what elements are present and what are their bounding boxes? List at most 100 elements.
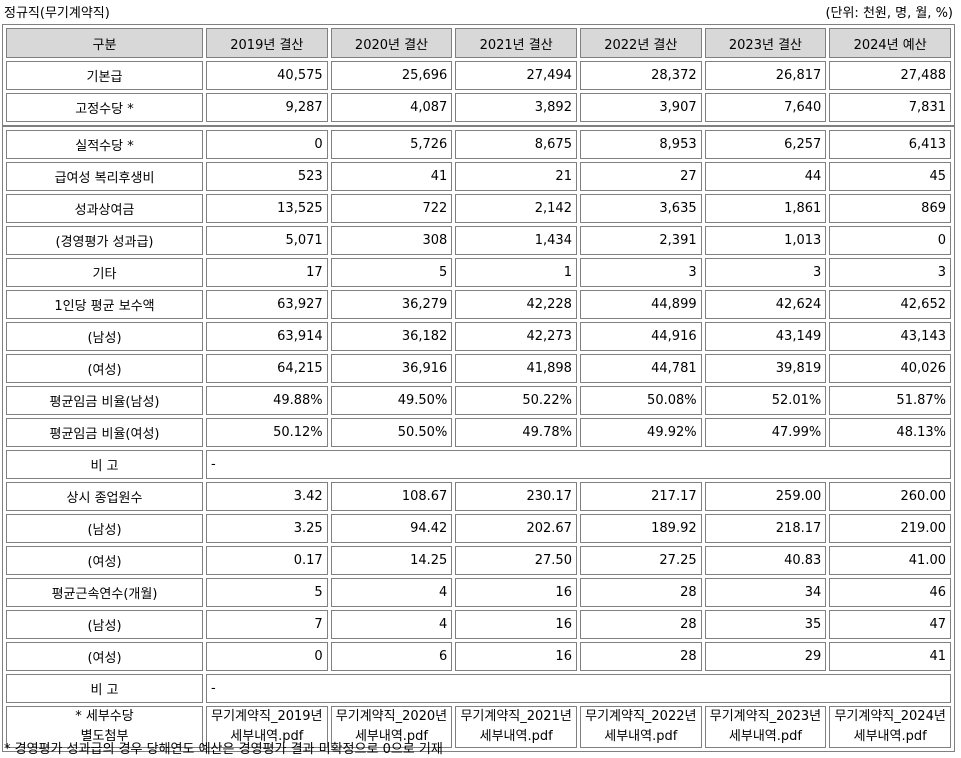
value-cell: 28 [579,578,702,607]
value-cell: 5,726 [330,130,453,159]
value-cell: 51.87% [829,386,951,415]
value-cell: 63,927 [206,290,328,319]
value-cell: 0 [206,642,328,671]
value-cell: 7 [206,610,328,639]
attachment-file-link[interactable]: 무기계약직_2023년 세부내역.pdf [704,706,827,748]
value-cell: 4 [330,610,453,639]
value-cell: 3,892 [455,93,577,122]
table-wrapper: 구분 2019년 결산 2020년 결산 2021년 결산 2022년 결산 2… [2,24,955,752]
header-cell: 2023년 결산 [704,28,827,58]
value-cell: 8,675 [455,130,577,159]
table-row: 실적수당 * 0 5,726 8,675 8,953 6,257 6,413 [6,130,951,159]
value-cell: 41 [330,162,453,191]
value-cell: 40,575 [206,61,328,90]
value-cell: 48.13% [829,418,951,447]
row-label: (여성) [6,354,203,383]
value-cell: 44,899 [579,290,702,319]
value-cell: 44,781 [579,354,702,383]
value-cell: 0 [829,226,951,255]
value-cell: 28,372 [579,61,702,90]
value-cell: 7,831 [829,93,951,122]
table-title: 정규직(무기계약직) [4,6,110,21]
value-cell: 39,819 [704,354,827,383]
value-cell: 3.42 [206,482,328,511]
value-cell: 260.00 [829,482,951,511]
file-name-line1: 무기계약직_2020년 [335,709,448,724]
value-cell: 108.67 [330,482,453,511]
value-cell: 5,071 [206,226,328,255]
row-label: 기타 [6,258,203,287]
remark-row: 비 고- [6,450,951,479]
value-cell: 27,494 [455,61,577,90]
row-label: 실적수당 * [6,130,203,159]
header-cell: 2020년 결산 [330,28,453,58]
value-cell: 0 [206,130,328,159]
value-cell: 3 [829,258,951,287]
value-cell: 28 [579,642,702,671]
value-cell: 36,916 [330,354,453,383]
value-cell: 50.08% [579,386,702,415]
value-cell: 9,287 [206,93,328,122]
value-cell: 13,525 [206,194,328,223]
value-cell: 45 [829,162,951,191]
value-cell: 42,273 [455,322,577,351]
value-cell: 28 [579,610,702,639]
value-cell: 5 [330,258,453,287]
value-cell: 47 [829,610,951,639]
value-cell: 3.25 [206,514,328,543]
summary-table-top: 구분 2019년 결산 2020년 결산 2021년 결산 2022년 결산 2… [2,24,955,126]
file-name-line2: 세부내역.pdf [230,729,304,744]
table-row: (남성) 63,914 36,182 42,273 44,916 43,149 43,143 [6,322,951,351]
value-cell: 202.67 [455,514,577,543]
attachment-label-line1: * 세부수당 [75,709,134,724]
value-cell: 27 [579,162,702,191]
table-row: 상시 종업원수 3.42 108.67 230.17 217.17 259.00 260.0… [6,482,951,511]
value-cell: 1,861 [704,194,827,223]
value-cell: 4,087 [330,93,453,122]
row-label: (여성) [6,642,203,671]
value-cell: 308 [330,226,453,255]
attachment-file-link[interactable]: 무기계약직_2024년 세부내역.pdf [829,706,951,748]
value-cell: 17 [206,258,328,287]
row-label: (남성) [6,514,203,543]
file-name-line2: 세부내역.pdf [354,729,429,744]
row-label: (남성) [6,610,203,639]
value-cell: 16 [455,610,577,639]
file-name-line1: 무기계약직_2019년 [211,709,323,724]
value-cell: 50.12% [206,418,328,447]
table-row: 기타 17 5 1 3 3 3 [6,258,951,287]
row-label: 평균임금 비율(남성) [6,386,203,415]
header-cell: 2021년 결산 [455,28,577,58]
value-cell: 36,182 [330,322,453,351]
value-cell: 49.50% [330,386,453,415]
value-cell: 44 [704,162,827,191]
file-name-line2: 세부내역.pdf [604,729,678,744]
value-cell: 27.25 [579,546,702,575]
value-cell: 3 [704,258,827,287]
value-cell: 40.83 [704,546,827,575]
value-cell: 26,817 [704,61,827,90]
table-row: 평균근속연수(개월) 5 4 16 28 34 46 [6,578,951,607]
value-cell: 63,914 [206,322,328,351]
value-cell: 1,013 [704,226,827,255]
table-row: (여성) 0 6 16 28 29 41 [6,642,951,671]
unit-note: (단위: 천원, 명, 월, %) [825,6,953,21]
value-cell: 4 [330,578,453,607]
row-label: 평균근속연수(개월) [6,578,203,607]
file-name-line1: 무기계약직_2022년 [585,709,697,724]
value-cell: 52.01% [704,386,827,415]
value-cell: 3,635 [579,194,702,223]
attachment-file-link[interactable]: 무기계약직_2021년 세부내역.pdf [455,706,577,748]
value-cell: 49.92% [579,418,702,447]
value-cell: 50.22% [455,386,577,415]
value-cell: 41,898 [455,354,577,383]
value-cell: 5 [206,578,328,607]
value-cell: 523 [206,162,328,191]
value-cell: 2,391 [579,226,702,255]
remark-row: 비 고- [6,674,951,703]
value-cell: 722 [330,194,453,223]
detail-table: 실적수당 * 0 5,726 8,675 8,953 6,257 6,413 급여성 복리후생… [2,126,955,752]
